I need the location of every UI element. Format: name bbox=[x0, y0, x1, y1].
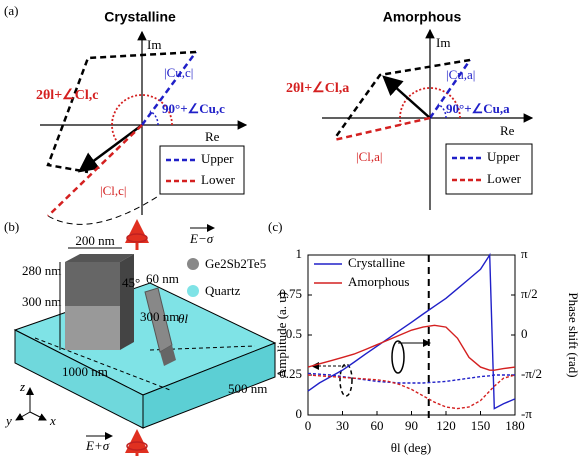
y2-axis-label: Phase shift (rad) bbox=[566, 292, 581, 377]
x-tick-label: 30 bbox=[336, 418, 349, 433]
x-tick-label: 150 bbox=[471, 418, 491, 433]
y2-tick-label: π bbox=[521, 246, 528, 261]
y2-tick-label: 0 bbox=[521, 326, 528, 341]
axis-label: Re bbox=[205, 129, 220, 144]
x-tick-label: 60 bbox=[371, 418, 384, 433]
series-line bbox=[308, 255, 515, 409]
annotation-ellipse bbox=[340, 364, 352, 396]
result-vector bbox=[80, 125, 142, 171]
dimension: 300 nm bbox=[140, 309, 179, 324]
annotation-ellipse bbox=[392, 341, 404, 373]
axis-label: Im bbox=[436, 35, 450, 50]
panel-label: (b) bbox=[4, 219, 19, 234]
axis-arrow bbox=[30, 412, 46, 420]
series-line bbox=[308, 375, 515, 409]
result-vector bbox=[384, 77, 430, 118]
axis-label: z bbox=[19, 379, 25, 394]
legend-label: Ge2Sb2Te5 bbox=[205, 256, 266, 271]
legend-label: Crystalline bbox=[348, 255, 405, 270]
axis-arrow bbox=[16, 412, 30, 420]
dimension: 500 nm bbox=[228, 381, 267, 396]
dimension: 280 nm bbox=[22, 263, 61, 278]
dimension: θl bbox=[178, 311, 188, 326]
axis-label: x bbox=[49, 413, 56, 428]
x-axis-label: θl (deg) bbox=[391, 440, 432, 455]
dimension: 60 nm bbox=[146, 271, 179, 286]
axis-label: Re bbox=[500, 123, 515, 138]
angle-label: 2θl+∠Cl,c bbox=[36, 88, 98, 103]
dimension: 200 nm bbox=[75, 233, 114, 248]
x-tick-label: 90 bbox=[405, 418, 418, 433]
series-line bbox=[308, 325, 515, 370]
x-tick-label: 120 bbox=[436, 418, 456, 433]
legend-label: Upper bbox=[201, 151, 234, 166]
legend-label: Lower bbox=[201, 172, 236, 187]
legend-label: Upper bbox=[487, 149, 520, 164]
dimension: 1000 nm bbox=[62, 364, 108, 379]
angle-label: 90°+∠Cu,c bbox=[162, 101, 225, 116]
angle-label: 2θl+∠Cl,a bbox=[286, 81, 349, 96]
magnitude-arc bbox=[48, 195, 160, 224]
panel-c: (c) θl (deg) Amplitude (a. u) Phase shif… bbox=[268, 219, 581, 455]
legend-label: Lower bbox=[487, 171, 522, 186]
block-upper bbox=[65, 262, 120, 306]
y-tick-label: 1 bbox=[296, 246, 303, 261]
y-tick-label: 0 bbox=[296, 406, 303, 421]
y2-tick-label: -π/2 bbox=[521, 366, 542, 381]
dimension: 300 nm bbox=[22, 294, 61, 309]
series-line bbox=[308, 373, 515, 383]
x-tick-label: 0 bbox=[305, 418, 312, 433]
magnitude-label: |Cu,c| bbox=[164, 65, 193, 80]
y-tick-label: 0.75 bbox=[279, 286, 302, 301]
field-label: E−σ bbox=[189, 231, 214, 246]
y-tick-label: 0.25 bbox=[279, 366, 302, 381]
panel-b: (b) 200 nm 280 nm 300 nm 45° 60 nm 300 n… bbox=[4, 219, 275, 456]
angle-label: 90°+∠Cu,a bbox=[446, 101, 510, 116]
lower-vector bbox=[48, 125, 142, 216]
axis-label: Im bbox=[147, 37, 161, 52]
dimension: 45° bbox=[122, 275, 140, 290]
figure: (a) Crystalline Im Re 2θl+∠Cl,c |Cu,c| 9… bbox=[0, 0, 584, 457]
y2-tick-label: π/2 bbox=[521, 286, 538, 301]
panel-a: (a) Crystalline Im Re 2θl+∠Cl,c |Cu,c| 9… bbox=[4, 3, 532, 224]
plot-frame bbox=[308, 255, 515, 415]
magnitude-label: |Cu,a| bbox=[446, 67, 475, 82]
block-lower bbox=[65, 306, 120, 350]
legend-label: Quartz bbox=[205, 283, 241, 298]
y-tick-label: 0.5 bbox=[286, 326, 302, 341]
panel-label: (c) bbox=[268, 219, 282, 234]
y2-tick-label: -π bbox=[521, 406, 532, 421]
legend-label: Amorphous bbox=[348, 274, 409, 289]
magnitude-label: |Cl,c| bbox=[100, 183, 127, 198]
lower-vector bbox=[334, 118, 430, 140]
diagram-title: Amorphous bbox=[383, 9, 462, 25]
magnitude-label: |Cl,a| bbox=[356, 149, 383, 164]
field-label: E+σ bbox=[85, 438, 110, 453]
axis-label: y bbox=[4, 413, 12, 428]
block-side bbox=[120, 254, 134, 350]
legend-swatch bbox=[187, 285, 199, 297]
panel-label: (a) bbox=[4, 3, 18, 18]
legend-swatch bbox=[187, 258, 199, 270]
diagram-title: Crystalline bbox=[104, 9, 176, 25]
